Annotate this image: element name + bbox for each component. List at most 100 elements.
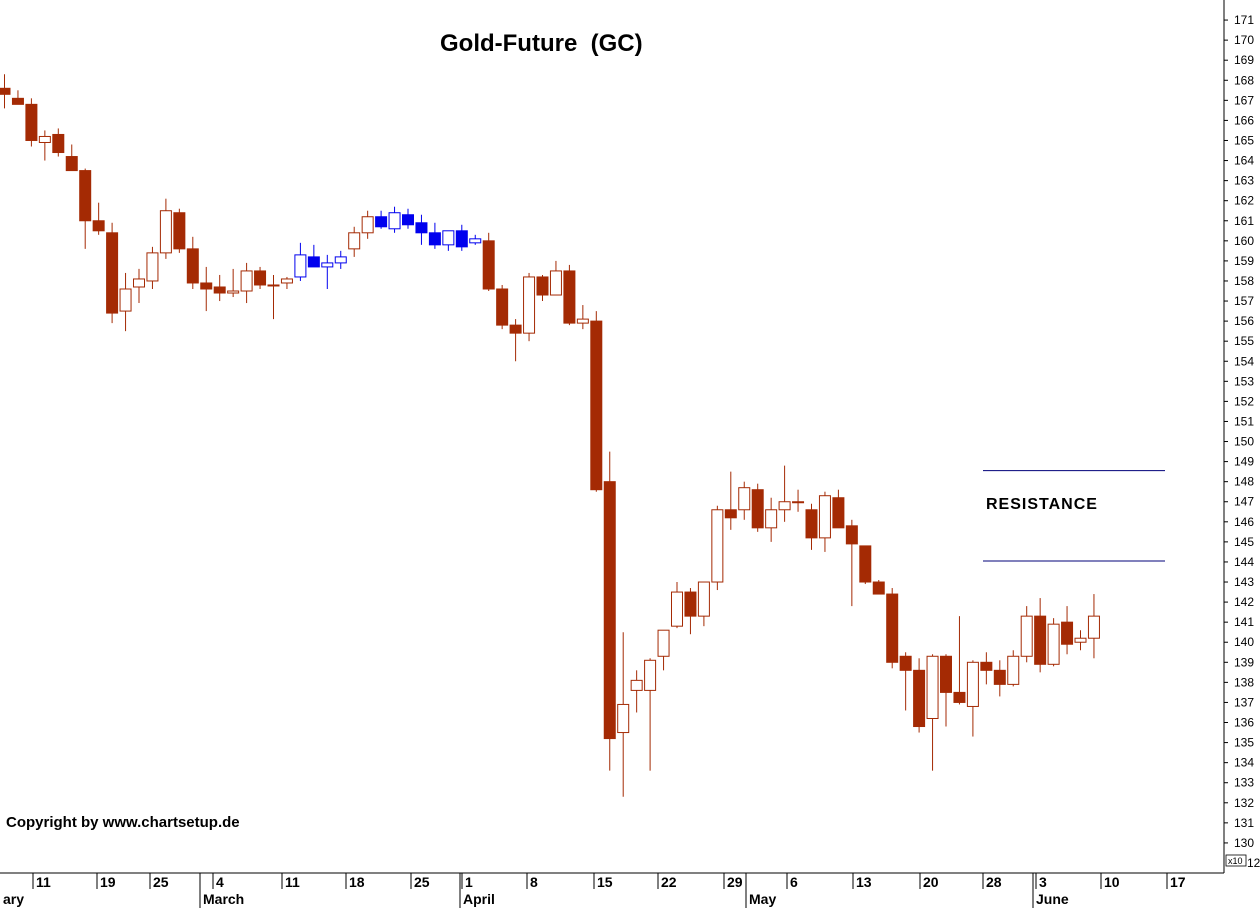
candle: [523, 272, 536, 342]
candle: [402, 208, 414, 229]
candle-body: [993, 669, 1006, 685]
candle-body: [52, 133, 65, 154]
candle-body: [671, 591, 683, 627]
x-tick-label: 8: [530, 874, 538, 890]
y-tick-label: 153: [1234, 374, 1254, 388]
candle-body: [213, 286, 226, 294]
candle: [657, 629, 670, 671]
y-tick-label: 161: [1234, 214, 1254, 228]
candle: [832, 489, 845, 529]
candle-body: [428, 232, 441, 246]
x-tick-label: 17: [1170, 874, 1186, 890]
candle-body: [617, 703, 630, 734]
y-tick-label: 147: [1234, 495, 1254, 509]
candle: [940, 654, 952, 727]
y-tick-label: 130: [1234, 836, 1254, 850]
candle: [307, 244, 320, 268]
candle: [280, 276, 293, 289]
y-tick-label: 131: [1234, 816, 1254, 830]
candle: [213, 274, 226, 302]
candle-body: [926, 655, 939, 719]
candle: [159, 198, 172, 259]
candle: [119, 272, 132, 332]
candle-body: [348, 232, 361, 250]
candle-body: [280, 278, 293, 284]
y-tick-label: 159: [1234, 254, 1254, 268]
candle-body: [294, 254, 307, 278]
candle-body: [576, 318, 589, 324]
candle: [697, 581, 710, 627]
candle-body: [267, 284, 280, 287]
candle-body: [711, 509, 724, 583]
candle: [200, 266, 213, 312]
candle: [482, 232, 495, 292]
y-tick-label: 145: [1234, 535, 1254, 549]
candle-body: [227, 290, 240, 294]
candle-body: [523, 276, 536, 334]
y-tick-label: 140: [1234, 635, 1254, 649]
candle: [509, 319, 522, 362]
candle: [52, 128, 65, 157]
y-tick-label: 166: [1234, 113, 1254, 127]
candle-body: [845, 525, 858, 545]
candle: [1034, 598, 1047, 673]
candle: [294, 242, 307, 281]
candle-body: [0, 87, 11, 95]
candle: [805, 503, 818, 550]
candle: [671, 582, 683, 629]
x-tick-label: 4: [216, 874, 224, 890]
y-tick-label: 164: [1234, 154, 1254, 168]
candle: [886, 588, 899, 669]
y-tick-label: 142: [1234, 595, 1254, 609]
y-tick-label: 168: [1234, 73, 1254, 87]
candle: [751, 483, 764, 532]
candle-body: [146, 252, 159, 282]
y-tick-label: 132: [1234, 796, 1254, 810]
candle: [25, 98, 38, 147]
candle: [711, 505, 724, 591]
y-tick-label: 158: [1234, 274, 1254, 288]
candle: [388, 206, 401, 233]
candle-body: [321, 262, 334, 268]
candle-body: [200, 282, 213, 290]
candle: [106, 222, 119, 324]
candle-body: [684, 591, 697, 617]
x-tick-label: 29: [727, 874, 743, 890]
month-label: May: [749, 891, 776, 907]
candle: [778, 465, 791, 522]
candle-body: [38, 135, 51, 143]
y-tick-label: 135: [1234, 736, 1254, 750]
x-tick-label: 15: [597, 874, 613, 890]
y-tick-label: 148: [1234, 475, 1254, 489]
resistance-label: RESISTANCE: [986, 496, 1098, 513]
candle: [926, 654, 939, 771]
candle-body: [254, 270, 267, 286]
y-tick-label: 165: [1234, 133, 1254, 147]
candle-body: [966, 661, 979, 707]
candle-body: [765, 509, 778, 529]
x-tick-label: 19: [100, 874, 116, 890]
candle: [738, 481, 751, 520]
y-tick-label: 139: [1234, 655, 1254, 669]
candle: [442, 230, 455, 251]
candle-body: [536, 276, 549, 296]
candle-body: [133, 278, 145, 288]
y-tick-label: 155: [1234, 334, 1254, 348]
candle: [1061, 606, 1074, 655]
candle: [590, 311, 603, 492]
candle-body: [415, 222, 428, 234]
y-tick-label: 146: [1234, 515, 1254, 529]
candle: [536, 274, 549, 302]
candle: [1087, 594, 1100, 659]
candle: [576, 305, 589, 330]
candle: [845, 519, 858, 607]
candle-body: [886, 593, 899, 663]
candle: [65, 144, 78, 172]
candle: [496, 284, 509, 330]
candle-body: [832, 497, 845, 529]
candle-body: [1061, 621, 1074, 645]
candle: [872, 580, 885, 595]
candle: [227, 268, 240, 298]
candle: [684, 588, 697, 635]
